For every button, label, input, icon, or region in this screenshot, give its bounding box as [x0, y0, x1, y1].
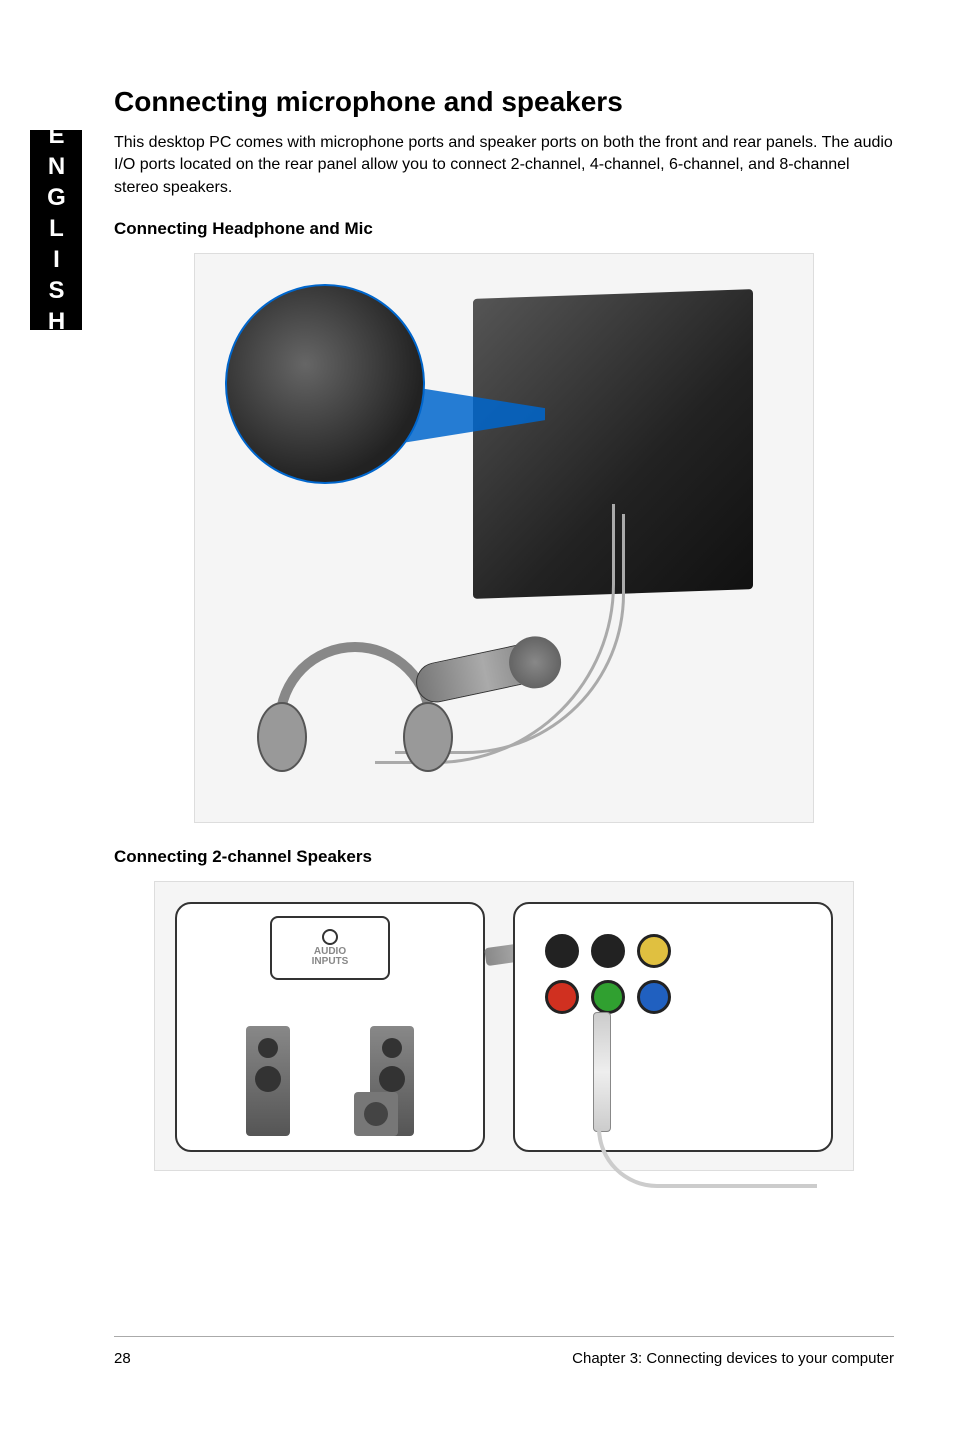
figure-headphone-mic: [114, 253, 894, 823]
port-side-speaker-out: [545, 934, 579, 968]
speaker-system-box: AUDIO INPUTS: [175, 902, 485, 1152]
subheading-2ch-speakers: Connecting 2-channel Speakers: [114, 847, 894, 867]
footer-rule: [114, 1336, 894, 1337]
jack-plug-into-line-out: [593, 1012, 611, 1132]
audio-inputs-label: AUDIO INPUTS: [312, 947, 349, 967]
language-tab-label: ENGLISH: [42, 122, 70, 339]
front-panel-zoom-circle: [225, 284, 425, 484]
diagram-2ch-speakers: AUDIO INPUTS: [154, 881, 854, 1171]
port-mic-in: [545, 980, 579, 1014]
rear-audio-port-grid: [545, 934, 677, 1020]
speaker-left: [246, 1026, 290, 1136]
port-center-subwoofer: [637, 934, 671, 968]
rear-audio-panel-box: [513, 902, 833, 1152]
speakers-row: [177, 1026, 483, 1136]
language-tab: ENGLISH: [30, 130, 82, 330]
headphone-cup-right: [403, 702, 453, 772]
headphones-illustration: [255, 642, 455, 782]
subheading-headphone-mic: Connecting Headphone and Mic: [114, 219, 894, 239]
diagram-headphone-mic: [194, 253, 814, 823]
page-content: Connecting microphone and speakers This …: [114, 86, 894, 1195]
speaker-input-jack: [322, 929, 338, 945]
page-number: 28: [114, 1350, 131, 1367]
audio-inputs-panel: AUDIO INPUTS: [270, 916, 390, 980]
figure-2ch-speakers: AUDIO INPUTS: [114, 881, 894, 1171]
chapter-title: Chapter 3: Connecting devices to your co…: [572, 1350, 894, 1367]
port-line-in: [637, 980, 671, 1014]
intro-paragraph: This desktop PC comes with microphone po…: [114, 132, 894, 199]
main-heading: Connecting microphone and speakers: [114, 86, 894, 118]
jack-cable-loop: [597, 1128, 817, 1188]
port-line-out: [591, 980, 625, 1014]
port-rear-speaker-out: [591, 934, 625, 968]
page-footer: 28 Chapter 3: Connecting devices to your…: [114, 1350, 894, 1367]
subwoofer: [354, 1092, 398, 1136]
headphone-cup-left: [257, 702, 307, 772]
